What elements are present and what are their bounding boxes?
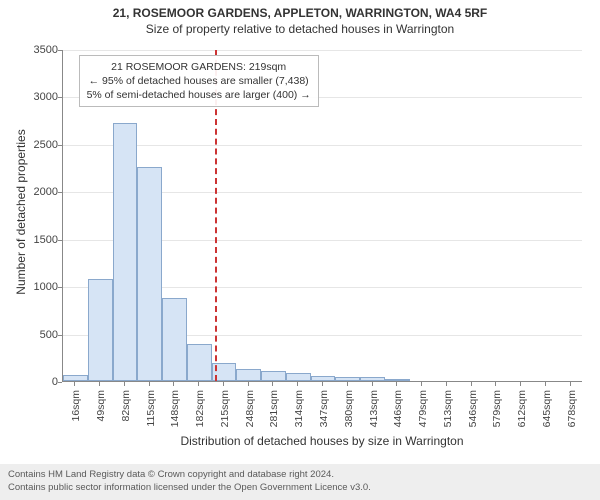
page-subtitle: Size of property relative to detached ho… xyxy=(0,20,600,40)
y-tick-label: 0 xyxy=(8,376,58,388)
x-tick-mark xyxy=(297,382,298,386)
x-tick-label: 215sqm xyxy=(219,390,231,440)
histogram-bar xyxy=(88,279,113,381)
x-tick-label: 413sqm xyxy=(368,390,380,440)
x-tick-label: 248sqm xyxy=(244,390,256,440)
histogram-bar xyxy=(261,371,286,381)
histogram-bar xyxy=(236,369,261,381)
plot-area: 21 ROSEMOOR GARDENS: 219sqm ← 95% of det… xyxy=(62,50,582,382)
y-tick-mark xyxy=(58,192,62,193)
page-title: 21, ROSEMOOR GARDENS, APPLETON, WARRINGT… xyxy=(0,0,600,20)
info-line-1: 21 ROSEMOOR GARDENS: 219sqm xyxy=(87,60,311,74)
grid-line xyxy=(63,145,582,146)
x-tick-label: 182sqm xyxy=(194,390,206,440)
x-tick-label: 612sqm xyxy=(516,390,528,440)
grid-line xyxy=(63,50,582,51)
y-tick-mark xyxy=(58,50,62,51)
y-tick-mark xyxy=(58,335,62,336)
y-tick-label: 3000 xyxy=(8,91,58,103)
x-tick-mark xyxy=(570,382,571,386)
x-tick-mark xyxy=(347,382,348,386)
x-tick-label: 16sqm xyxy=(70,390,82,440)
histogram-bar xyxy=(137,167,162,381)
x-tick-label: 380sqm xyxy=(343,390,355,440)
x-tick-label: 579sqm xyxy=(491,390,503,440)
x-tick-label: 49sqm xyxy=(95,390,107,440)
x-tick-label: 314sqm xyxy=(293,390,305,440)
histogram-bar xyxy=(311,376,336,381)
x-tick-label: 281sqm xyxy=(268,390,280,440)
y-tick-label: 500 xyxy=(8,329,58,341)
y-tick-mark xyxy=(58,145,62,146)
histogram-bar xyxy=(113,123,138,381)
x-tick-mark xyxy=(149,382,150,386)
histogram-bar xyxy=(360,377,385,381)
x-tick-mark xyxy=(520,382,521,386)
x-tick-mark xyxy=(272,382,273,386)
histogram-bar xyxy=(385,379,410,381)
y-tick-label: 3500 xyxy=(8,44,58,56)
info-box: 21 ROSEMOOR GARDENS: 219sqm ← 95% of det… xyxy=(79,55,319,108)
x-tick-mark xyxy=(173,382,174,386)
x-tick-mark xyxy=(446,382,447,386)
y-tick-mark xyxy=(58,382,62,383)
x-tick-mark xyxy=(471,382,472,386)
histogram-bar xyxy=(335,377,360,381)
y-tick-mark xyxy=(58,97,62,98)
x-tick-mark xyxy=(124,382,125,386)
x-tick-label: 678sqm xyxy=(566,390,578,440)
x-tick-label: 513sqm xyxy=(442,390,454,440)
histogram-bar xyxy=(286,373,311,381)
x-tick-label: 479sqm xyxy=(417,390,429,440)
histogram-bar xyxy=(63,375,88,381)
x-tick-mark xyxy=(322,382,323,386)
y-tick-label: 1500 xyxy=(8,234,58,246)
footer-line-2: Contains public sector information licen… xyxy=(8,482,592,494)
footer-line-1: Contains HM Land Registry data © Crown c… xyxy=(8,469,592,481)
x-tick-mark xyxy=(396,382,397,386)
x-tick-label: 347sqm xyxy=(318,390,330,440)
x-tick-label: 115sqm xyxy=(145,390,157,440)
footer: Contains HM Land Registry data © Crown c… xyxy=(0,464,600,500)
x-tick-mark xyxy=(421,382,422,386)
x-tick-label: 82sqm xyxy=(120,390,132,440)
x-tick-mark xyxy=(223,382,224,386)
y-tick-label: 2500 xyxy=(8,139,58,151)
x-tick-label: 148sqm xyxy=(169,390,181,440)
y-tick-label: 2000 xyxy=(8,186,58,198)
x-tick-mark xyxy=(545,382,546,386)
histogram-bar xyxy=(187,344,212,381)
x-tick-label: 546sqm xyxy=(467,390,479,440)
info-line-2: ← 95% of detached houses are smaller (7,… xyxy=(87,74,311,88)
x-tick-mark xyxy=(99,382,100,386)
x-tick-mark xyxy=(372,382,373,386)
histogram-chart: Number of detached properties 21 ROSEMOO… xyxy=(0,42,600,442)
info-line-3: 5% of semi-detached houses are larger (4… xyxy=(87,88,311,102)
x-tick-mark xyxy=(74,382,75,386)
y-tick-label: 1000 xyxy=(8,281,58,293)
histogram-bar xyxy=(162,298,187,381)
x-tick-mark xyxy=(198,382,199,386)
y-tick-mark xyxy=(58,287,62,288)
x-tick-label: 645sqm xyxy=(541,390,553,440)
y-tick-mark xyxy=(58,240,62,241)
x-tick-mark xyxy=(248,382,249,386)
x-tick-mark xyxy=(495,382,496,386)
x-tick-label: 446sqm xyxy=(392,390,404,440)
